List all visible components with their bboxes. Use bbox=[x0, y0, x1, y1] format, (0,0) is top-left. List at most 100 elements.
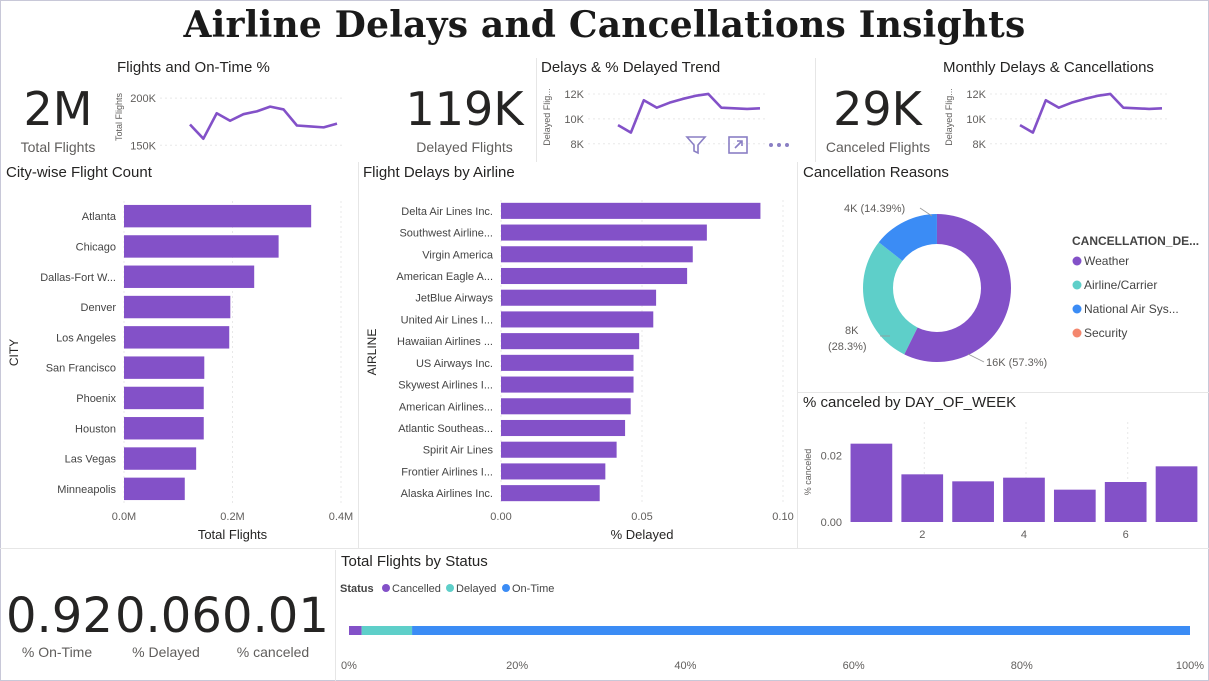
series-line bbox=[617, 92, 761, 134]
bar bbox=[124, 447, 197, 470]
data-label: 4K (14.39%) bbox=[844, 203, 905, 215]
focus-mode-icon[interactable] bbox=[726, 133, 750, 157]
x-tick-label: 60% bbox=[843, 660, 865, 672]
bar bbox=[501, 441, 617, 458]
category-label: Los Angeles bbox=[56, 332, 116, 344]
cancellation-donut-chart[interactable]: 16K (57.3%) 8K (28.3%) 4K (14.39%) CANCELLAT… bbox=[800, 186, 1206, 390]
x-tick-label: 6 bbox=[1123, 529, 1129, 541]
legend-label: Weather bbox=[1084, 254, 1129, 268]
bar bbox=[124, 204, 312, 228]
dow-bar-chart[interactable]: 0.02 0.00 2 4 6 % canceled bbox=[800, 414, 1206, 548]
category-label: Atlantic Southeas... bbox=[398, 423, 493, 435]
bar bbox=[124, 417, 204, 440]
category-label: Alaska Airlines Inc. bbox=[401, 488, 493, 500]
category-label: Virgin America bbox=[422, 249, 494, 261]
x-tick-label: 0.0M bbox=[112, 511, 136, 523]
more-options-icon[interactable] bbox=[766, 133, 790, 157]
cancellation-chart-title: Cancellation Reasons bbox=[803, 164, 949, 181]
bar-segment bbox=[349, 626, 362, 635]
bar bbox=[901, 474, 944, 522]
legend-marker bbox=[502, 584, 510, 592]
donut-slice bbox=[904, 214, 1011, 362]
legend-label: Airline/Carrier bbox=[1084, 278, 1157, 292]
donut-slice bbox=[878, 214, 937, 261]
category-label: American Airlines... bbox=[399, 401, 493, 413]
kpi-pct-delayed-label: % Delayed bbox=[132, 644, 200, 660]
y-tick-label: 12K bbox=[564, 89, 584, 101]
x-tick-label: 100% bbox=[1176, 660, 1204, 672]
y-tick-label: 150K bbox=[130, 140, 156, 152]
bar bbox=[850, 443, 893, 522]
legend-label: Security bbox=[1084, 326, 1127, 340]
legend-label: National Air Sys... bbox=[1084, 302, 1179, 316]
monthly-chart-title: Monthly Delays & Cancellations bbox=[943, 59, 1154, 76]
bar bbox=[124, 235, 279, 258]
legend-marker bbox=[1072, 280, 1082, 290]
x-tick-label: 4 bbox=[1021, 529, 1027, 541]
dow-chart-title: % canceled by DAY_OF_WEEK bbox=[803, 394, 1017, 411]
legend-marker bbox=[1072, 304, 1082, 314]
x-tick-label: 0.2M bbox=[220, 511, 244, 523]
category-label: JetBlue Airways bbox=[415, 293, 493, 305]
monthly-sparkline-chart[interactable]: Delayed Flig... 12K 10K 8K bbox=[940, 76, 1180, 160]
kpi-pct-on-time-value: 0.92 bbox=[6, 588, 113, 644]
bar bbox=[501, 246, 693, 263]
y-tick-label: 8K bbox=[973, 139, 987, 151]
category-label: Minneapolis bbox=[57, 484, 116, 496]
category-label: American Eagle A... bbox=[396, 271, 493, 283]
kpi-delayed-flights-label: Delayed Flights bbox=[416, 139, 513, 155]
x-tick-label: 0.05 bbox=[631, 511, 652, 523]
bar bbox=[124, 356, 205, 379]
category-label: Hawaiian Airlines ... bbox=[397, 336, 493, 348]
x-tick-label: 2 bbox=[919, 529, 925, 541]
legend-label: Delayed bbox=[456, 583, 496, 595]
category-label: Frontier Airlines I... bbox=[401, 466, 493, 478]
y-tick-label: 12K bbox=[966, 89, 986, 101]
bar bbox=[124, 295, 231, 319]
x-tick-label: 0% bbox=[341, 660, 357, 672]
bar bbox=[1155, 466, 1198, 522]
series-line bbox=[189, 105, 338, 140]
bar bbox=[501, 224, 707, 241]
airline-chart-title: Flight Delays by Airline bbox=[363, 164, 515, 181]
divider bbox=[815, 58, 816, 162]
bar bbox=[501, 354, 634, 371]
delays-trend-sparkline-chart[interactable]: Delayed Flig... 12K 10K 8K bbox=[538, 76, 778, 160]
bar bbox=[501, 311, 654, 328]
kpi-total-flights-label: Total Flights bbox=[20, 139, 96, 155]
data-label: (28.3%) bbox=[828, 341, 867, 353]
status-chart-title: Total Flights by Status bbox=[341, 553, 488, 570]
x-axis-label: % Delayed bbox=[611, 527, 674, 542]
airline-bar-chart[interactable]: 0.00 0.05 0.10 Delta Air Lines Inc. Southwes… bbox=[360, 186, 796, 548]
category-label: Chicago bbox=[76, 241, 116, 253]
bar bbox=[952, 481, 994, 522]
filter-icon[interactable] bbox=[684, 133, 708, 157]
delays-trend-chart-title: Delays & % Delayed Trend bbox=[541, 59, 721, 76]
y-axis-label: Delayed Flig... bbox=[542, 88, 552, 146]
bar bbox=[501, 463, 606, 480]
bar-segment bbox=[361, 626, 413, 635]
bar-segment bbox=[412, 626, 1190, 635]
y-tick-label: 10K bbox=[564, 114, 584, 126]
bar bbox=[501, 485, 600, 502]
divider bbox=[0, 548, 1209, 549]
city-bar-chart[interactable]: 0.0M 0.2M 0.4M Atlanta Chicago Dallas-Fort W.… bbox=[0, 186, 356, 548]
y-axis-label: AIRLINE bbox=[365, 329, 379, 376]
series-line bbox=[1019, 92, 1163, 134]
kpi-pct-delayed-value: 0.06 bbox=[115, 588, 222, 644]
legend-marker bbox=[446, 584, 454, 592]
category-label: Spirit Air Lines bbox=[423, 445, 494, 457]
category-label: San Francisco bbox=[46, 363, 116, 375]
bar bbox=[501, 289, 657, 306]
legend-label: On-Time bbox=[512, 583, 554, 595]
bar bbox=[501, 419, 626, 437]
y-tick-label: 10K bbox=[966, 114, 986, 126]
y-tick-label: 200K bbox=[130, 93, 156, 105]
category-label: Las Vegas bbox=[65, 454, 117, 466]
status-stacked-bar-chart[interactable]: Status Cancelled Delayed On-Time 0% 20% 40% 60%… bbox=[336, 574, 1206, 678]
category-label: Skywest Airlines I... bbox=[398, 380, 493, 392]
category-label: Southwest Airline... bbox=[399, 228, 493, 240]
kpi-canceled-flights-label: Canceled Flights bbox=[825, 139, 931, 155]
x-tick-label: 0.00 bbox=[490, 511, 511, 523]
ontime-sparkline-chart[interactable]: Total Flights 200K 150K bbox=[110, 76, 355, 160]
